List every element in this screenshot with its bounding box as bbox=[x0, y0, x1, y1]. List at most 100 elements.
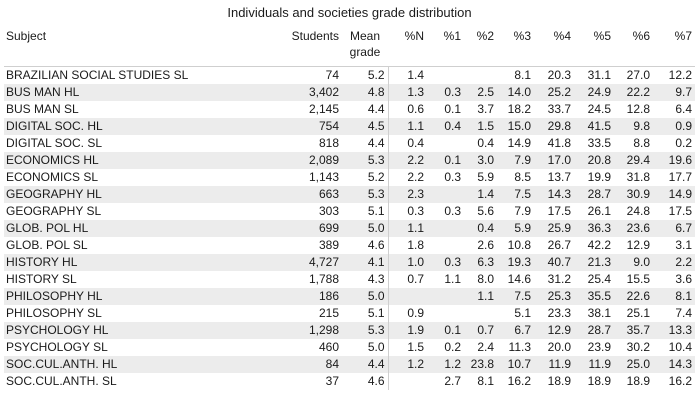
subject-cell: PHILOSOPHY SL bbox=[6, 306, 102, 320]
pct-1-cell bbox=[427, 66, 464, 84]
table-row: SOC.CUL.ANTH. SL 37 4.6 2.7 8.1 16.2 18.9 18.9 1… bbox=[4, 373, 695, 390]
table-row: BUS MAN HL 3,402 4.8 1.3 0.3 2.5 14.0 25.2 24.9 2… bbox=[4, 84, 695, 101]
table-row: DIGITAL SOC. HL 754 4.5 1.1 0.4 1.5 15.0 29.8 41… bbox=[4, 118, 695, 135]
header-pct-2: %2 bbox=[476, 29, 494, 43]
pct-3-cell: 19.3 bbox=[497, 254, 534, 271]
pct-7-cell: 17.5 bbox=[668, 204, 692, 218]
pct-4-cell: 41.8 bbox=[547, 136, 571, 150]
students-cell: 74 bbox=[274, 66, 342, 84]
students-cell: 1,298 bbox=[274, 322, 342, 339]
pct-n-cell: 1.4 bbox=[387, 66, 427, 84]
pct-n-cell: 2.2 bbox=[387, 152, 427, 169]
mean-grade-cell: 5.0 bbox=[367, 340, 385, 354]
pct-n-cell: 1.5 bbox=[387, 339, 427, 356]
pct-n-cell: 2.3 bbox=[387, 186, 427, 203]
pct-7-cell: 3.1 bbox=[675, 238, 692, 252]
pct-2-cell: 0.4 bbox=[464, 220, 497, 237]
pct-7-cell: 8.1 bbox=[653, 288, 695, 305]
pct-2-cell: 3.0 bbox=[464, 152, 497, 169]
pct-1-cell: 0.3 bbox=[444, 204, 461, 218]
pct-6-cell: 31.8 bbox=[626, 170, 650, 184]
pct-5-cell: 24.9 bbox=[574, 84, 614, 101]
pct-4-cell: 33.7 bbox=[547, 102, 571, 116]
header-subject: Subject bbox=[6, 29, 47, 43]
table-row: ECONOMICS SL 1,143 5.2 2.2 0.3 5.9 8.5 13.7 19.9… bbox=[4, 169, 695, 186]
table-row: PSYCHOLOGY HL 1,298 5.3 1.9 0.1 0.7 6.7 12.9 28.… bbox=[4, 322, 695, 339]
header-pct-7: %7 bbox=[674, 29, 692, 43]
pct-6-cell: 24.8 bbox=[626, 204, 650, 218]
mean-grade-cell: 5.0 bbox=[342, 288, 388, 305]
students-cell: 1,143 bbox=[308, 170, 339, 184]
subject-cell: GEOGRAPHY HL bbox=[4, 186, 274, 203]
students-cell: 215 bbox=[318, 306, 339, 320]
students-cell: 663 bbox=[274, 186, 342, 203]
pct-3-cell: 7.5 bbox=[497, 186, 534, 203]
subject-cell: ECONOMICS HL bbox=[4, 152, 274, 169]
students-cell: 2,089 bbox=[274, 152, 342, 169]
pct-7-cell: 16.2 bbox=[668, 374, 692, 388]
pct-3-cell: 10.7 bbox=[497, 356, 534, 373]
mean-grade-cell: 4.3 bbox=[367, 272, 385, 286]
pct-5-cell: 28.7 bbox=[574, 186, 614, 203]
table-row: GEOGRAPHY HL 663 5.3 2.3 1.4 7.5 14.3 28.7 30.9 1… bbox=[4, 186, 695, 203]
pct-2-cell: 8.0 bbox=[477, 272, 494, 286]
pct-n-cell bbox=[387, 288, 427, 305]
subject-cell: GLOB. POL SL bbox=[6, 238, 88, 252]
pct-6-cell: 25.1 bbox=[626, 306, 650, 320]
pct-2-cell: 8.1 bbox=[477, 374, 494, 388]
pct-5-cell: 36.3 bbox=[574, 220, 614, 237]
pct-1-cell: 2.7 bbox=[444, 374, 461, 388]
pct-n-cell: 1.8 bbox=[387, 237, 427, 254]
mean-grade-cell: 5.2 bbox=[342, 66, 388, 84]
pct-3-cell: 11.3 bbox=[508, 340, 531, 354]
mean-grade-cell: 5.1 bbox=[367, 306, 385, 320]
mean-grade-cell: 4.4 bbox=[342, 356, 388, 373]
pct-1-cell: 0.3 bbox=[427, 84, 464, 101]
mean-grade-cell: 5.3 bbox=[342, 322, 388, 339]
mean-grade-cell: 5.2 bbox=[367, 170, 385, 184]
pct-5-cell: 38.1 bbox=[587, 306, 611, 320]
pct-1-cell bbox=[427, 220, 464, 237]
pct-6-cell: 12.8 bbox=[626, 102, 650, 116]
pct-6-cell: 9.0 bbox=[614, 254, 653, 271]
pct-1-cell: 0.2 bbox=[444, 340, 461, 354]
subject-cell: BRAZILIAN SOCIAL STUDIES SL bbox=[4, 66, 274, 84]
table-body: BRAZILIAN SOCIAL STUDIES SL 74 5.2 1.4 8.1 20… bbox=[4, 66, 695, 390]
subject-cell: PSYCHOLOGY SL bbox=[6, 340, 108, 354]
header-pct-6: %6 bbox=[632, 29, 650, 43]
header-pct-1: %1 bbox=[443, 29, 461, 43]
table-row: GLOB. POL HL 699 5.0 1.1 0.4 5.9 25.9 36.3 23.6 6… bbox=[4, 220, 695, 237]
pct-3-cell: 6.7 bbox=[497, 322, 534, 339]
pct-5-cell: 31.1 bbox=[574, 66, 614, 84]
pct-6-cell: 9.8 bbox=[614, 118, 653, 135]
students-cell: 699 bbox=[274, 220, 342, 237]
pct-5-cell: 41.5 bbox=[574, 118, 614, 135]
pct-3-cell: 16.2 bbox=[507, 374, 531, 388]
table-row: PHILOSOPHY HL 186 5.0 1.1 7.5 25.3 35.5 22.6 8.1 bbox=[4, 288, 695, 305]
pct-3-cell: 7.5 bbox=[497, 288, 534, 305]
table-row: PHILOSOPHY SL 215 5.1 0.9 5.1 23.3 38.1 25.1 7.4 bbox=[4, 305, 695, 322]
pct-n-cell: 2.2 bbox=[387, 169, 427, 186]
pct-4-cell: 25.9 bbox=[534, 220, 574, 237]
header-mean-grade: Mean grade bbox=[349, 29, 381, 59]
mean-grade-cell: 5.0 bbox=[342, 220, 388, 237]
pct-7-cell: 6.7 bbox=[653, 220, 695, 237]
pct-1-cell bbox=[427, 135, 464, 152]
pct-7-cell: 6.4 bbox=[675, 102, 692, 116]
pct-4-cell: 13.7 bbox=[547, 170, 571, 184]
pct-n-cell: 0.3 bbox=[387, 203, 427, 220]
pct-5-cell: 42.2 bbox=[587, 238, 611, 252]
students-cell: 389 bbox=[318, 238, 339, 252]
grade-table: Subject Students Mean grade %N %1 %2 %3 %… bbox=[4, 28, 695, 390]
subject-cell: GLOB. POL HL bbox=[4, 220, 274, 237]
pct-6-cell: 18.9 bbox=[626, 374, 650, 388]
subject-cell: ECONOMICS SL bbox=[6, 170, 99, 184]
pct-4-cell: 17.5 bbox=[547, 204, 571, 218]
header-pct-5: %5 bbox=[593, 29, 611, 43]
header-pct-3: %3 bbox=[513, 29, 531, 43]
pct-7-cell: 0.9 bbox=[653, 118, 695, 135]
table-row: HISTORY HL 4,727 4.1 1.0 0.3 6.3 19.3 40.7 21.3 9… bbox=[4, 254, 695, 271]
pct-5-cell: 35.5 bbox=[574, 288, 614, 305]
pct-4-cell: 25.2 bbox=[534, 84, 574, 101]
